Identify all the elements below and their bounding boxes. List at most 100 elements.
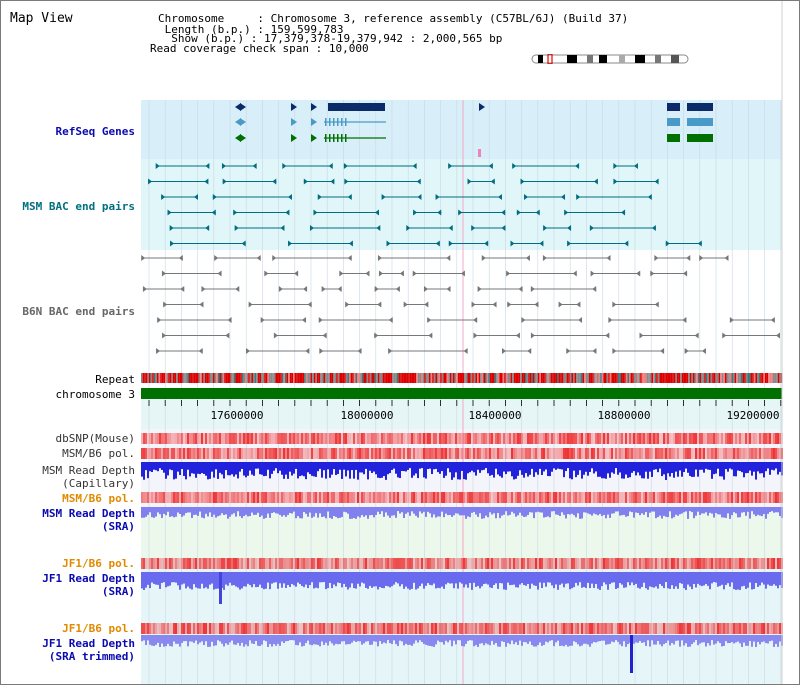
depth-bar	[459, 462, 461, 480]
polymorphism-cell	[621, 558, 623, 569]
depth-bar	[639, 507, 641, 516]
depth-bar	[763, 462, 765, 478]
polymorphism-cell	[197, 433, 199, 444]
track-label-msm-b6-pol-orange[interactable]: MSM/B6 pol.	[62, 492, 135, 505]
polymorphism-cell	[469, 492, 471, 503]
depth-bar	[405, 635, 407, 644]
polymorphism-cell	[369, 433, 371, 444]
polymorphism-cell	[145, 433, 147, 444]
depth-bar	[471, 572, 473, 590]
polymorphism-cell	[503, 433, 505, 444]
polymorphism-cell	[459, 433, 461, 444]
polymorphism-cell	[335, 623, 337, 634]
polymorphism-cell	[219, 558, 221, 569]
track-label-repeat[interactable]: Repeat	[95, 373, 135, 386]
depth-bar	[165, 507, 167, 516]
polymorphism-cell	[173, 433, 175, 444]
polymorphism-cell	[335, 558, 337, 569]
polymorphism-cell	[517, 492, 519, 503]
polymorphism-cell	[315, 558, 317, 569]
polymorphism-cell	[605, 433, 607, 444]
polymorphism-cell	[445, 448, 447, 459]
repeat-feature	[473, 373, 476, 383]
polymorphism-cell	[261, 448, 263, 459]
depth-bar	[479, 572, 481, 589]
depth-bar	[465, 507, 467, 519]
track-label-msm-depth-capillary[interactable]: MSM Read Depth (Capillary)	[42, 464, 135, 490]
bac-end	[318, 317, 323, 323]
depth-bar	[297, 507, 299, 517]
depth-bar	[775, 507, 777, 513]
depth-bar	[141, 507, 143, 518]
polymorphism-cell	[405, 492, 407, 503]
depth-bar	[253, 572, 255, 585]
track-label-dbsnp[interactable]: dbSNP(Mouse)	[55, 432, 135, 445]
polymorphism-cell	[525, 623, 527, 634]
depth-bar	[597, 507, 599, 516]
repeat-feature	[403, 373, 405, 383]
polymorphism-cell	[547, 492, 549, 503]
bac-end	[413, 209, 418, 216]
polymorphism-cell	[209, 492, 211, 503]
track-label-msm-bac[interactable]: MSM BAC end pairs	[22, 200, 135, 213]
bac-end	[246, 348, 251, 354]
bac-end	[287, 194, 292, 200]
repeat-feature	[696, 373, 698, 383]
track-label-chromosome[interactable]: chromosome 3	[55, 388, 135, 401]
polymorphism-cell	[383, 433, 385, 444]
track-label-b6n-bac[interactable]: B6N BAC end pairs	[22, 305, 135, 318]
polymorphism-cell	[523, 623, 525, 634]
polymorphism-cell	[589, 558, 591, 569]
depth-bar	[699, 507, 701, 515]
track-label-msm-b6-pol[interactable]: MSM/B6 pol.	[62, 447, 135, 460]
depth-bar	[179, 635, 181, 647]
track-label-jf1-b6-pol[interactable]: JF1/B6 pol.	[62, 557, 135, 570]
repeat-feature	[728, 373, 730, 383]
polymorphism-cell	[523, 558, 525, 569]
polymorphism-cell	[383, 492, 385, 503]
depth-bar	[567, 635, 569, 647]
polymorphism-cell	[259, 492, 261, 503]
track-label-jf1-b6-pol-2[interactable]: JF1/B6 pol.	[62, 622, 135, 635]
polymorphism-cell	[773, 558, 775, 569]
depth-bar	[299, 507, 301, 519]
depth-bar	[707, 635, 709, 644]
depth-bar	[601, 462, 603, 479]
depth-bar	[667, 462, 669, 474]
polymorphism-cell	[259, 623, 261, 634]
polymorphism-cell	[289, 433, 291, 444]
track-label-jf1-depth-sra[interactable]: JF1 Read Depth (SRA)	[42, 572, 135, 598]
polymorphism-cell	[697, 448, 699, 459]
polymorphism-cell	[629, 448, 631, 459]
depth-bar	[673, 635, 675, 645]
polymorphism-cell	[467, 558, 469, 569]
polymorphism-cell	[245, 433, 247, 444]
depth-bar	[405, 507, 407, 514]
bac-end	[322, 332, 327, 339]
polymorphism-cell	[583, 558, 585, 569]
repeat-feature	[494, 373, 497, 383]
depth-bar	[721, 507, 723, 518]
bac-end	[194, 194, 199, 200]
depth-bar	[297, 635, 299, 646]
bac-end	[497, 194, 502, 200]
depth-bar	[237, 572, 239, 588]
track-label-jf1-depth-trimmed[interactable]: JF1 Read Depth (SRA trimmed)	[42, 637, 135, 663]
repeat-feature	[235, 373, 237, 383]
depth-bar	[725, 507, 727, 518]
depth-bar	[343, 507, 345, 512]
gene-exon	[337, 118, 339, 126]
polymorphism-cell	[285, 558, 287, 569]
polymorphism-cell	[299, 448, 301, 459]
repeat-feature	[729, 373, 732, 383]
polymorphism-cell	[241, 492, 243, 503]
track-label-refseq[interactable]: RefSeq Genes	[55, 125, 135, 138]
axis-band	[141, 399, 782, 429]
depth-bar	[211, 572, 213, 584]
polymorphism-cell	[585, 492, 587, 503]
track-label-msm-depth-sra[interactable]: MSM Read Depth (SRA)	[42, 507, 135, 533]
gene-exon	[337, 134, 339, 142]
polymorphism-cell	[603, 558, 605, 569]
chromosome-ideogram[interactable]	[531, 54, 689, 64]
